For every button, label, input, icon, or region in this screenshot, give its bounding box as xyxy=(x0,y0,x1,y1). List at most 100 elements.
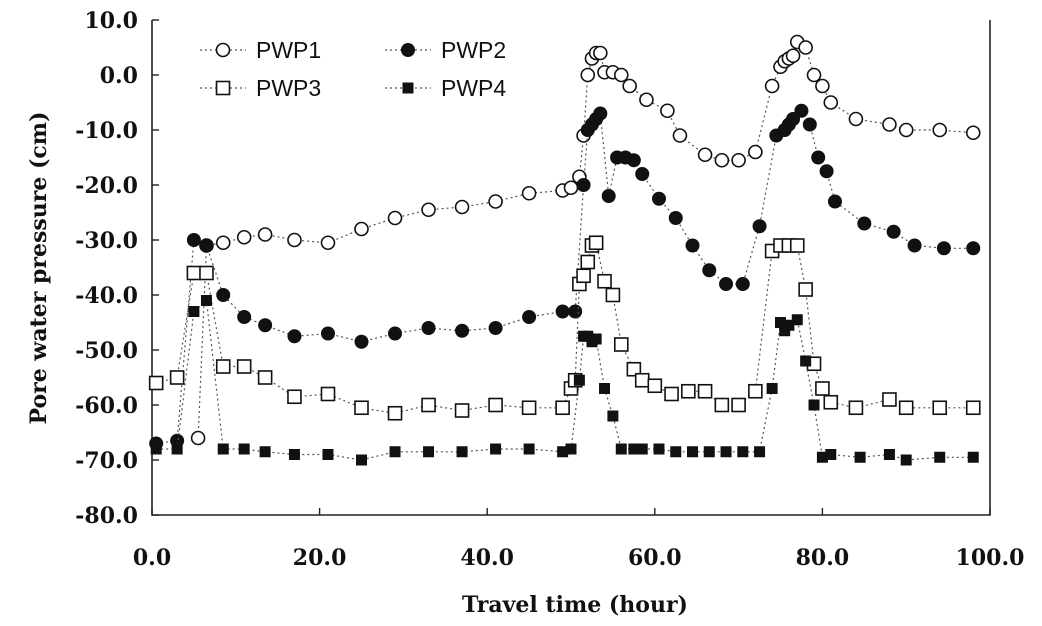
data-point-pwp1 xyxy=(354,221,369,237)
data-point-pwp1 xyxy=(593,45,608,61)
data-point-pwp1 xyxy=(798,40,813,55)
data-point-pwp3 xyxy=(320,386,336,402)
series-layer xyxy=(148,34,981,466)
data-point-pwp2 xyxy=(668,211,683,225)
data-point-pwp3 xyxy=(626,361,642,377)
y-tick-label: -70.0 xyxy=(75,448,138,474)
legend-label-pwp3: PWP3 xyxy=(256,75,321,101)
series-pwp2 xyxy=(149,103,981,451)
data-point-pwp3 xyxy=(613,337,629,352)
data-point-pwp1 xyxy=(731,152,746,168)
data-point-pwp1 xyxy=(622,78,637,94)
data-point-pwp2 xyxy=(719,277,734,291)
data-point-pwp4 xyxy=(150,443,162,455)
data-point-pwp1 xyxy=(660,103,675,119)
data-point-pwp4 xyxy=(825,449,837,460)
data-point-pwp3 xyxy=(965,400,981,416)
data-point-pwp1 xyxy=(697,147,713,163)
data-point-pwp4 xyxy=(490,443,502,455)
data-point-pwp4 xyxy=(670,446,682,458)
legend-marker-pwp3 xyxy=(215,80,231,96)
data-point-pwp1 xyxy=(806,67,822,83)
x-tick-label: 100.0 xyxy=(956,545,1025,571)
data-point-pwp2 xyxy=(186,233,201,247)
data-point-pwp2 xyxy=(819,164,834,179)
data-point-pwp2 xyxy=(966,241,981,256)
legend-item-pwp4: PWP4 xyxy=(385,75,506,101)
data-point-pwp2 xyxy=(555,304,570,319)
data-point-pwp2 xyxy=(886,224,901,239)
x-tick-label: 20.0 xyxy=(293,545,347,571)
x-axis-title: Travel time (hour) xyxy=(462,592,688,618)
data-point-pwp3 xyxy=(647,378,663,394)
data-point-pwp3 xyxy=(186,265,202,281)
data-point-pwp2 xyxy=(907,238,922,253)
x-tick-label: 80.0 xyxy=(796,545,850,571)
data-point-pwp1 xyxy=(215,235,231,251)
data-point-pwp3 xyxy=(748,383,763,399)
data-point-pwp3 xyxy=(815,381,830,396)
data-point-pwp4 xyxy=(934,451,946,463)
data-point-pwp4 xyxy=(259,446,271,458)
data-point-pwp1 xyxy=(190,430,206,446)
data-point-pwp4 xyxy=(615,443,627,455)
data-point-pwp4 xyxy=(389,446,401,458)
data-point-pwp1 xyxy=(898,122,914,138)
data-point-pwp2 xyxy=(635,167,650,181)
data-point-pwp4 xyxy=(687,446,699,458)
data-point-pwp3 xyxy=(521,400,537,416)
data-point-pwp1 xyxy=(287,232,302,248)
series-pwp1 xyxy=(190,34,981,446)
legend-marker-pwp1 xyxy=(215,42,231,58)
data-point-pwp3 xyxy=(664,386,679,402)
data-point-pwp4 xyxy=(800,355,812,367)
data-point-pwp4 xyxy=(737,446,749,458)
data-point-pwp2 xyxy=(802,117,817,132)
data-point-pwp2 xyxy=(786,112,801,126)
data-point-pwp3 xyxy=(387,405,403,421)
data-point-pwp2 xyxy=(522,310,537,324)
legend-label-pwp2: PWP2 xyxy=(441,37,506,63)
data-point-pwp3 xyxy=(714,397,730,413)
data-point-pwp3 xyxy=(199,265,214,281)
data-point-pwp1 xyxy=(563,180,579,196)
data-point-pwp1 xyxy=(823,95,839,110)
data-point-pwp4 xyxy=(636,443,648,455)
legend-label-pwp1: PWP1 xyxy=(256,37,321,63)
data-point-pwp1 xyxy=(421,202,436,218)
legend-item-pwp2: PWP2 xyxy=(385,37,506,63)
data-point-pwp2 xyxy=(702,263,717,278)
data-point-pwp3 xyxy=(580,254,596,270)
data-point-pwp3 xyxy=(681,383,696,399)
data-point-pwp2 xyxy=(735,277,750,291)
data-point-pwp3 xyxy=(898,400,914,416)
x-tick-label: 40.0 xyxy=(460,545,514,571)
data-point-pwp4 xyxy=(188,306,200,317)
data-point-pwp4 xyxy=(653,443,665,455)
data-point-pwp4 xyxy=(523,443,535,455)
data-point-pwp4 xyxy=(703,446,715,458)
data-point-pwp2 xyxy=(488,321,503,335)
data-point-pwp1 xyxy=(764,78,780,94)
data-point-pwp2 xyxy=(199,238,214,253)
data-point-pwp3 xyxy=(697,383,713,399)
data-point-pwp4 xyxy=(599,383,611,394)
legend-item-pwp3: PWP3 xyxy=(200,75,321,101)
data-point-pwp3 xyxy=(605,287,621,303)
series-line-pwp1 xyxy=(197,41,974,439)
data-point-pwp2 xyxy=(237,310,252,324)
data-point-pwp2 xyxy=(576,178,591,192)
y-tick-label: -50.0 xyxy=(75,338,138,364)
data-point-pwp3 xyxy=(798,282,813,297)
data-point-pwp3 xyxy=(634,372,650,388)
data-point-pwp3 xyxy=(932,400,948,416)
data-point-pwp2 xyxy=(794,103,809,118)
data-point-pwp3 xyxy=(823,394,839,410)
data-point-pwp3 xyxy=(236,359,252,374)
data-point-pwp2 xyxy=(354,334,369,349)
data-point-pwp4 xyxy=(754,446,766,458)
y-axis-title: Pore water pressure (cm) xyxy=(26,112,52,425)
data-point-pwp2 xyxy=(421,321,436,335)
data-point-pwp3 xyxy=(789,238,805,253)
data-point-pwp3 xyxy=(488,397,503,413)
